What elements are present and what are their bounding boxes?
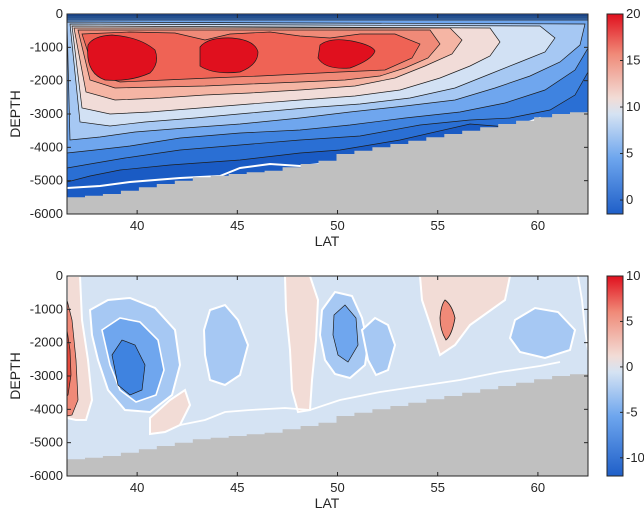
x-tick-label: 45: [230, 218, 244, 233]
top-contour-panel: 40 45 50 55 60 0-1000-2000-3000-4000-5000-60…: [7, 6, 640, 249]
x-tick-label: 60: [531, 218, 545, 233]
bottom-negative-52: [360, 316, 397, 377]
bottom-negative-core-40: [111, 339, 146, 396]
bottom-zero-contour-lower: [179, 361, 561, 426]
y-tick-label: 0: [56, 6, 63, 21]
y-tick-label: -1000: [30, 301, 63, 316]
y-tick-label: 0: [56, 268, 63, 283]
y-tick-label: -2000: [30, 335, 63, 350]
top-contour-field: [67, 14, 588, 214]
x-tick-label: 50: [330, 218, 344, 233]
top-y-ticks: 0 -1000 -2000 -3000 -4000 -5000 -6000: [30, 6, 588, 221]
y-tick-label: -4000: [30, 139, 63, 154]
bottom-negative-core-50: [332, 304, 359, 363]
bottom-negative-44: [202, 303, 250, 387]
top-colorbar-ticks: 0 5 10 15 20: [620, 6, 640, 207]
bottom-negative-60: [508, 306, 577, 360]
bottom-zero-contour-right: [577, 276, 588, 351]
colorbar-tick-label: 20: [626, 6, 640, 21]
colorbar-tick-label: 0: [626, 359, 633, 374]
bottom-y-ticks: 0 -1000 -2000 -3000 -4000 -5000 -6000: [30, 268, 588, 483]
top-colorbar: [606, 13, 624, 215]
bottom-colorbar: [606, 275, 624, 477]
y-tick-label: -5000: [30, 435, 63, 450]
bottom-positive-left-max: [67, 329, 72, 397]
x-tick-label: 60: [531, 480, 545, 495]
y-tick-label: -3000: [30, 106, 63, 121]
bottom-bathymetry-land: [67, 374, 588, 476]
top-max-core-1: [87, 34, 157, 81]
y-tick-label: -1000: [30, 39, 63, 54]
top-max-core-2: [199, 37, 259, 74]
bottom-positive-left-core: [67, 299, 79, 417]
bottom-x-ticks: 40 45 50 55 60: [130, 276, 545, 495]
y-tick-label: -6000: [30, 468, 63, 483]
bottom-y-axis-label: DEPTH: [7, 352, 23, 399]
bottom-contour-field: [67, 276, 588, 476]
top-bathymetry-land: [67, 112, 588, 214]
y-tick-label: -6000: [30, 206, 63, 221]
bottom-x-axis-label: LAT: [315, 495, 340, 511]
colorbar-tick-label: 10: [626, 99, 640, 114]
x-tick-label: 45: [230, 480, 244, 495]
y-tick-label: -2000: [30, 73, 63, 88]
x-tick-label: 55: [430, 480, 444, 495]
colorbar-tick-label: -5: [626, 404, 638, 419]
colorbar-tick-label: 0: [626, 192, 633, 207]
y-tick-label: -3000: [30, 368, 63, 383]
colorbar-tick-label: 10: [626, 268, 640, 283]
bottom-positive-patch-42: [149, 388, 192, 436]
bottom-colorbar-ticks: -10 -5 0 5 10: [620, 268, 644, 465]
colorbar-tick-label: 5: [626, 313, 633, 328]
x-tick-label: 50: [330, 480, 344, 495]
y-tick-label: -4000: [30, 401, 63, 416]
y-tick-label: -5000: [30, 173, 63, 188]
bottom-positive-max-55: [439, 299, 456, 341]
x-tick-label: 55: [430, 218, 444, 233]
x-tick-label: 40: [130, 480, 144, 495]
bottom-contour-panel: 40 45 50 55 60 0-1000-2000-3000-4000-5000-60…: [7, 268, 644, 511]
colorbar-tick-label: -10: [626, 450, 644, 465]
colorbar-tick-label: 15: [626, 53, 640, 68]
bottom-positive-patch-55: [418, 276, 512, 357]
x-tick-label: 40: [130, 218, 144, 233]
top-y-axis-label: DEPTH: [7, 90, 23, 137]
top-max-core-3: [317, 39, 376, 69]
top-x-ticks: 40 45 50 55 60: [130, 14, 545, 233]
colorbar-tick-label: 5: [626, 146, 633, 161]
top-x-axis-label: LAT: [315, 233, 340, 249]
